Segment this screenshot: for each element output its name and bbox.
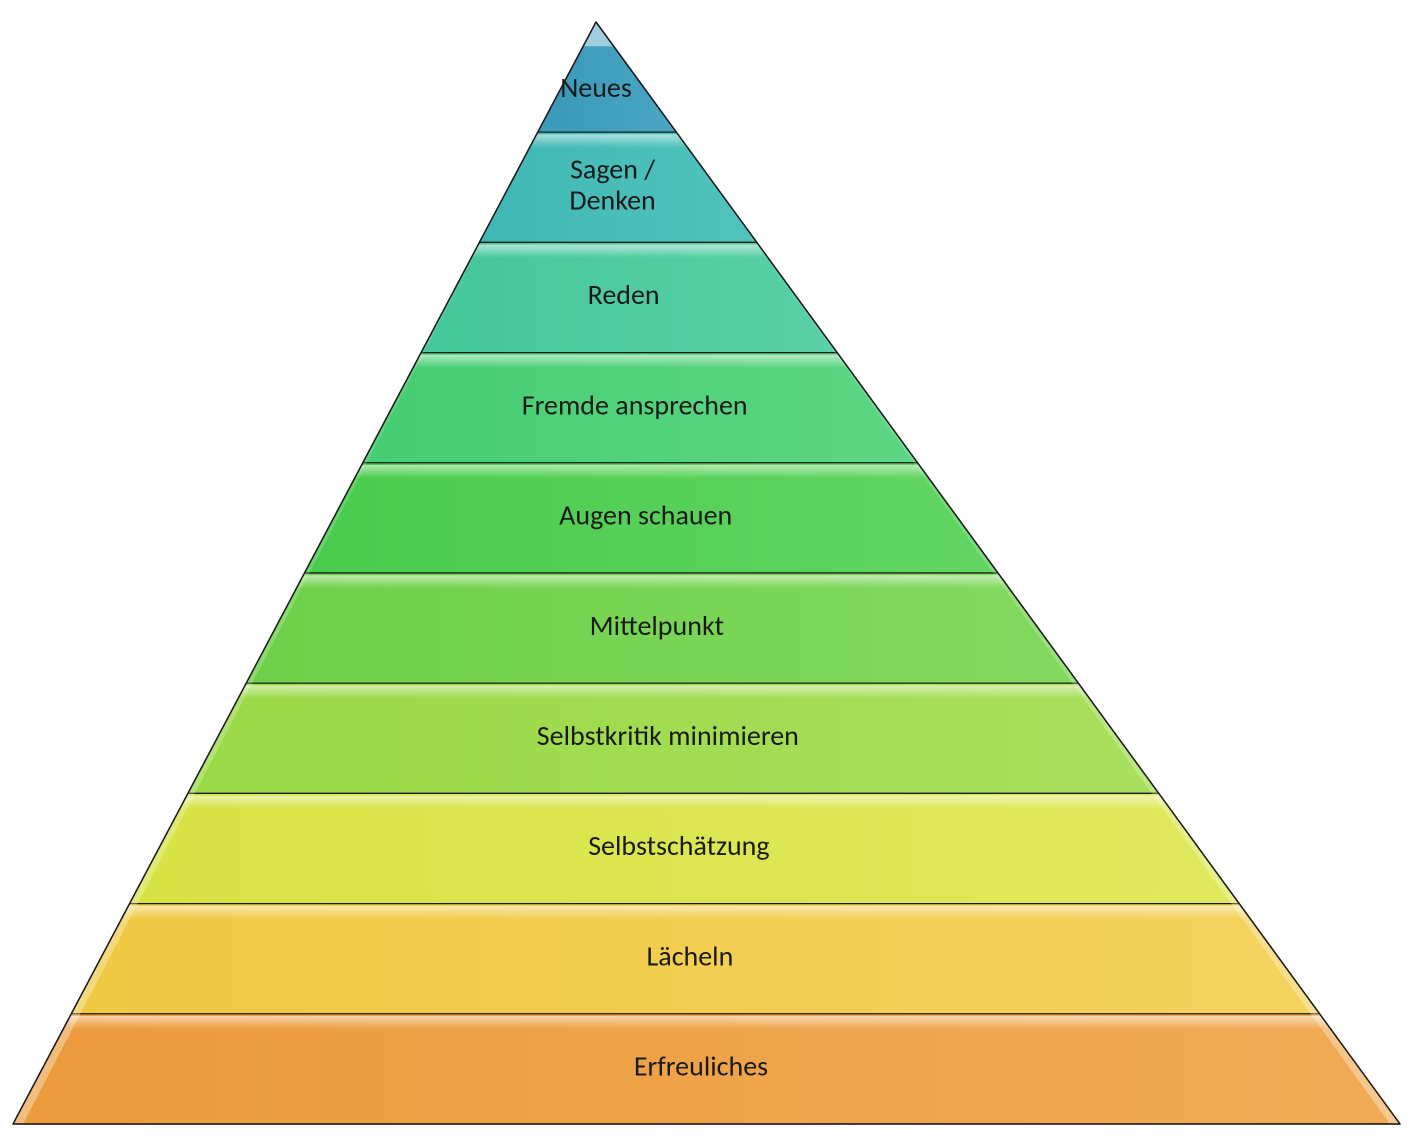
pyramid-level-label: Fremde ansprechen	[522, 387, 748, 422]
pyramid-level-label: Denken	[569, 183, 655, 218]
pyramid-level-label: Selbstkritik minimieren	[537, 718, 799, 753]
pyramid-level-label: Lächeln	[647, 938, 734, 973]
pyramid-level-label: Mittelpunkt	[590, 608, 724, 643]
pyramid-level-6: Selbstkritik minimieren	[188, 683, 1159, 793]
pyramid-level-label: Sagen /	[570, 151, 655, 186]
pyramid-level-0: Neues	[538, 22, 677, 132]
pyramid-level-label: Neues	[560, 70, 632, 105]
pyramid-level-5: Mittelpunkt	[246, 573, 1078, 683]
pyramid-level-label: Selbstschätzung	[588, 828, 769, 863]
pyramid-level-9: Erfreuliches	[13, 1014, 1400, 1124]
pyramid-level-label: Erfreuliches	[634, 1049, 768, 1084]
pyramid-level-3: Fremde ansprechen	[363, 353, 918, 463]
pyramid-level-label: Augen schauen	[559, 498, 732, 533]
pyramid-diagram: Neues Sagen /Denken Reden Fremde ansprechen…	[0, 0, 1416, 1140]
pyramid-level-2: Reden	[421, 242, 837, 352]
pyramid-level-4: Augen schauen	[305, 463, 999, 573]
pyramid-level-7: Selbstschätzung	[130, 793, 1240, 903]
pyramid-level-8: Lächeln	[71, 904, 1319, 1014]
pyramid-level-label: Reden	[588, 277, 660, 312]
